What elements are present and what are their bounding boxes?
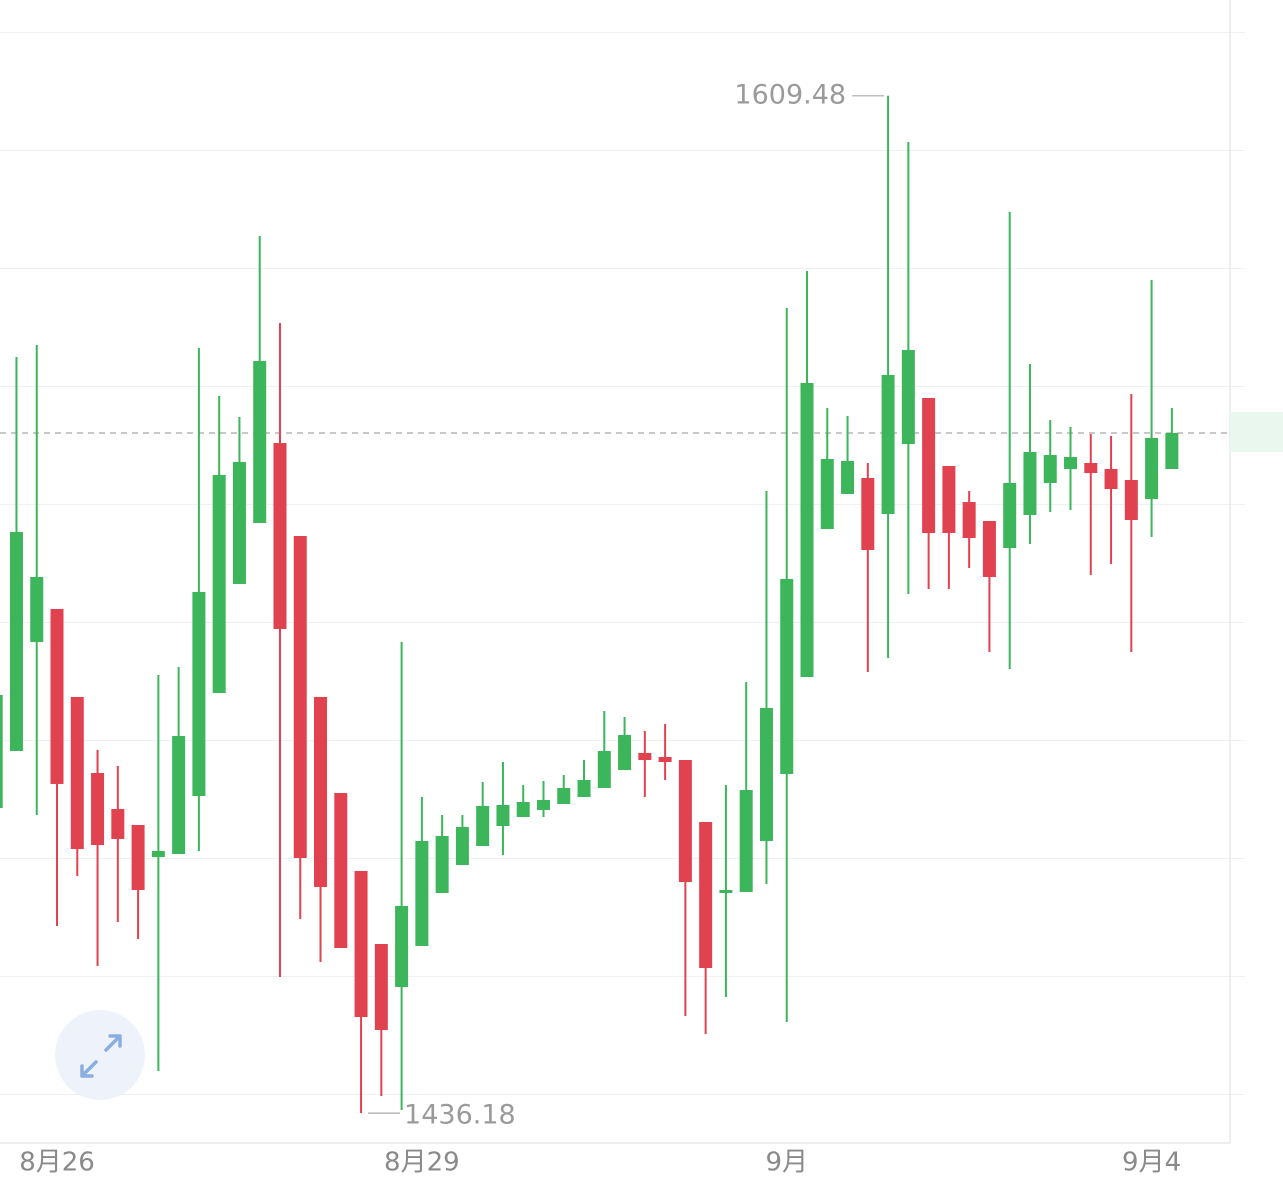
candle-body (739, 790, 753, 892)
expand-icon[interactable] (80, 1034, 122, 1078)
x-tick-label: 9月 (765, 1148, 808, 1178)
candle-body (91, 772, 105, 846)
high-label: 1609.48 (734, 79, 846, 110)
candle-body (415, 840, 429, 946)
candle-body (50, 608, 64, 784)
candle-body (212, 475, 226, 693)
expand-circle[interactable] (55, 1010, 145, 1100)
candle-body (536, 799, 550, 810)
price-tag (1230, 412, 1283, 452)
candle-body (374, 943, 388, 1030)
candle-body (618, 735, 632, 770)
expand-button[interactable] (55, 1010, 145, 1100)
candle-body (395, 906, 409, 988)
candle-body (881, 374, 895, 514)
candle-body (1023, 452, 1037, 515)
candle-body (253, 361, 267, 523)
candle-body (1104, 468, 1118, 489)
candle-body (759, 708, 773, 841)
candle-body (962, 502, 976, 539)
candle-body (678, 760, 692, 883)
candle-body (861, 478, 875, 550)
candle-body (1145, 437, 1159, 499)
candle-body (435, 835, 449, 893)
candle-body (780, 578, 794, 774)
candle-body (922, 398, 936, 534)
candle-body (638, 752, 652, 761)
candle-body (516, 801, 530, 818)
candle-body (476, 805, 490, 847)
candle-body (597, 750, 611, 789)
candle-body (30, 576, 44, 642)
candle-body (232, 461, 246, 584)
candle-body (334, 793, 348, 948)
candle-body (1165, 432, 1179, 469)
candle-body (577, 779, 591, 798)
candle-body (293, 536, 307, 858)
candle-body (0, 694, 3, 808)
x-tick-label: 8月26 (19, 1148, 95, 1178)
candle-body (982, 520, 996, 577)
x-tick-label: 9月4 (1122, 1148, 1181, 1178)
candle-body (1064, 456, 1078, 469)
candle-body (901, 349, 915, 445)
candle-body (1084, 462, 1098, 474)
low-label: 1436.18 (404, 1100, 516, 1131)
candle-body (496, 804, 510, 827)
candle-body (70, 696, 84, 850)
candle-body (9, 532, 23, 751)
candle-body (841, 460, 855, 494)
candle-body (658, 756, 672, 763)
candle-body (719, 889, 733, 893)
candle-body (699, 822, 713, 969)
candle-body (820, 458, 834, 530)
candle-body (557, 788, 571, 804)
grid-background (0, 32, 1245, 1112)
candle-body (1003, 483, 1017, 548)
candle-body (172, 736, 186, 855)
candle-body (455, 826, 469, 865)
candle-body (192, 592, 206, 797)
candle-body (1043, 455, 1057, 484)
candle-body (1124, 480, 1138, 520)
candle-body (942, 465, 956, 534)
candle-body (111, 808, 125, 839)
candle-body (314, 696, 328, 887)
candle-body (800, 382, 814, 678)
candle-body (273, 443, 287, 629)
candle-body (151, 851, 165, 857)
x-tick-label: 8月29 (384, 1148, 460, 1178)
candle-body (354, 870, 368, 1018)
candle-body (131, 825, 145, 890)
